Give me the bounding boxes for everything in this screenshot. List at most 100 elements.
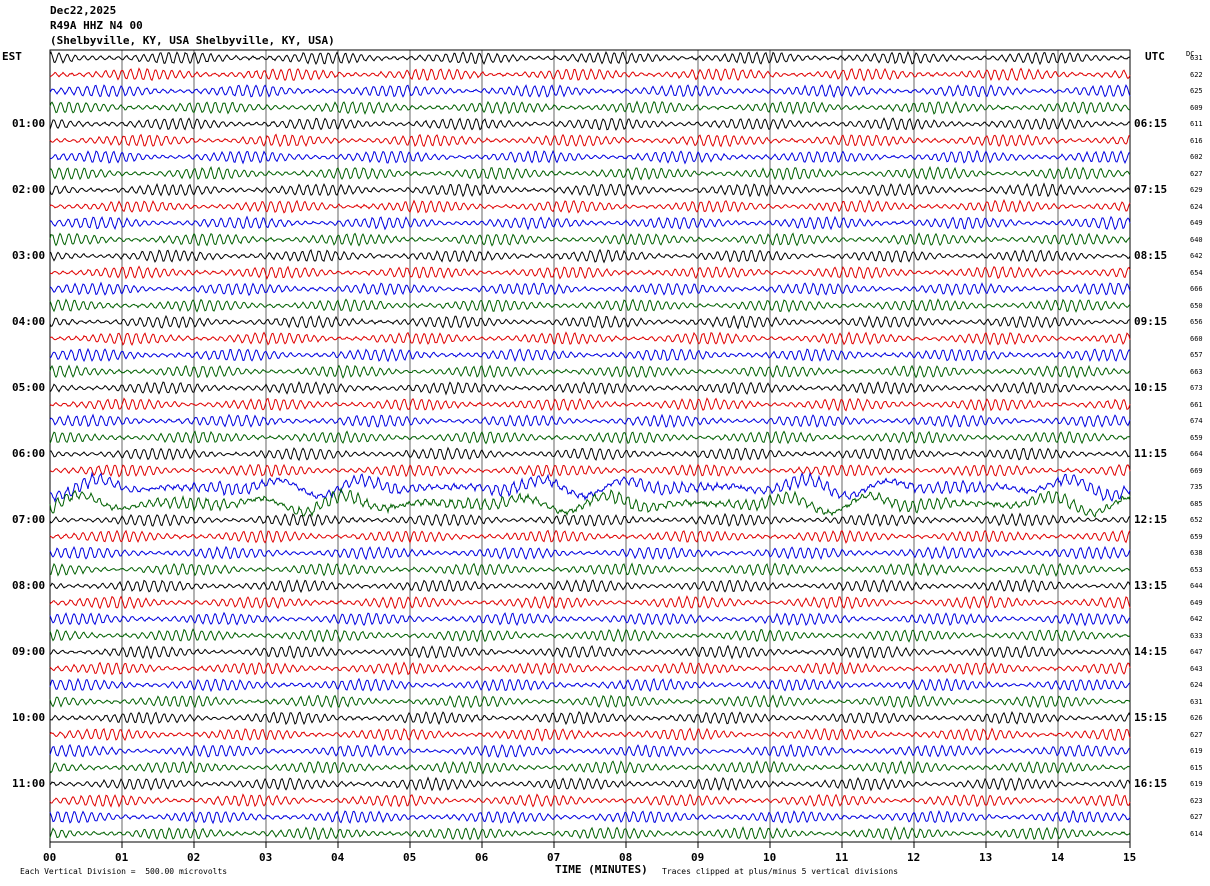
trace-row-46	[49, 793, 1131, 808]
right-hour-label: 14:15	[1134, 645, 1168, 658]
dc-offset-label: 609	[1190, 103, 1203, 112]
time-gridlines	[121, 50, 1059, 842]
dc-offset-label: 631	[1190, 697, 1203, 706]
trace-row-8	[49, 165, 1131, 181]
dc-offset-label: 685	[1190, 499, 1203, 508]
dc-offset-label: 627	[1190, 730, 1203, 739]
left-timezone-label: EST	[2, 50, 22, 63]
dc-offset-label: 616	[1190, 136, 1203, 145]
dc-offset-label: 642	[1190, 252, 1203, 260]
trace-row-19	[49, 347, 1131, 363]
right-hour-label: 12:15	[1134, 513, 1168, 526]
left-hour-label: 06:00	[12, 447, 46, 460]
x-tick-label: 03	[259, 851, 273, 864]
dc-offset-label: 666	[1190, 285, 1203, 293]
trace-row-18	[49, 331, 1131, 346]
left-hour-label: 03:00	[12, 249, 46, 262]
dc-offset-label: 629	[1190, 186, 1203, 194]
trace-row-32	[49, 562, 1131, 578]
trace-row-45	[49, 776, 1131, 792]
trace-row-4	[49, 100, 1131, 115]
x-tick-label: 06	[475, 851, 489, 864]
dc-offset-label: 654	[1190, 268, 1203, 277]
trace-row-38	[49, 661, 1131, 676]
dc-offset-label: 642	[1190, 615, 1203, 623]
x-axis-ticks	[49, 842, 1131, 848]
plot-frame	[49, 49, 1131, 843]
trace-row-22	[49, 397, 1131, 412]
trace-row-44	[49, 760, 1131, 775]
trace-row-2	[49, 67, 1131, 82]
dc-offset-label: 664	[1190, 450, 1203, 458]
trace-row-34	[49, 595, 1131, 610]
dc-offset-label: 647	[1190, 648, 1203, 656]
left-hour-label: 05:00	[12, 381, 46, 394]
trace-row-24	[49, 430, 1131, 445]
dc-offset-label: 615	[1190, 763, 1203, 772]
dc-offset-label: 619	[1190, 780, 1203, 788]
dc-offset-label: 659	[1190, 433, 1203, 442]
trace-row-29	[49, 512, 1131, 527]
trace-row-39	[49, 677, 1131, 693]
dc-offset-label: 657	[1190, 351, 1203, 359]
left-hour-label: 10:00	[12, 711, 46, 724]
trace-row-28	[49, 487, 1131, 518]
trace-row-25	[49, 446, 1131, 462]
dc-offset-label: 652	[1190, 516, 1203, 524]
dc-offset-label: 624	[1190, 681, 1203, 689]
dc-offset-label: 625	[1190, 87, 1203, 95]
dc-offset-label: 602	[1190, 153, 1203, 161]
right-hour-label: 13:15	[1134, 579, 1168, 592]
dc-offset-label: 660	[1190, 334, 1203, 343]
dc-offset-label: 623	[1190, 796, 1203, 805]
dc-offset-label: 644	[1190, 582, 1203, 590]
right-hour-label: 08:15	[1134, 249, 1168, 262]
right-hour-label: 11:15	[1134, 447, 1168, 460]
trace-row-9	[49, 182, 1131, 198]
dc-offset-label: 611	[1190, 120, 1203, 128]
right-hour-label: 07:15	[1134, 183, 1168, 196]
dc-offset-label: 659	[1190, 532, 1203, 541]
trace-row-7	[49, 149, 1131, 165]
left-hour-label: 04:00	[12, 315, 46, 328]
trace-row-27	[49, 471, 1131, 503]
dc-offset-label: 663	[1190, 367, 1203, 376]
x-tick-label: 02	[187, 851, 201, 864]
header-location: (Shelbyville, KY, USA Shelbyville, KY, U…	[50, 34, 335, 47]
x-tick-label: 12	[907, 851, 921, 864]
x-tick-label: 04	[331, 851, 345, 864]
x-tick-label: 08	[619, 851, 633, 864]
trace-row-1	[49, 50, 1131, 66]
scale-note: Each Vertical Division = 500.00 microvol…	[20, 867, 228, 876]
trace-row-35	[49, 611, 1131, 627]
dc-offset-label: 633	[1190, 631, 1203, 640]
trace-row-11	[49, 215, 1131, 231]
right-hour-label: 15:15	[1134, 711, 1168, 724]
header-station: R49A HHZ N4 00	[50, 19, 143, 32]
trace-row-30	[49, 529, 1131, 544]
trace-row-31	[49, 545, 1131, 561]
right-timezone-label: UTC	[1145, 50, 1165, 63]
x-tick-label: 00	[43, 851, 57, 864]
dc-offset-label: 674	[1190, 417, 1203, 425]
x-tick-label: 10	[763, 851, 777, 864]
x-tick-label: 14	[1051, 851, 1065, 864]
x-tick-label: 01	[115, 851, 129, 864]
trace-row-43	[49, 743, 1131, 759]
left-hour-label: 02:00	[12, 183, 46, 196]
trace-row-6	[49, 133, 1131, 148]
trace-row-20	[49, 364, 1131, 379]
trace-row-42	[49, 727, 1131, 742]
x-tick-label: 15	[1123, 851, 1137, 864]
trace-row-5	[49, 117, 1131, 131]
trace-row-37	[49, 644, 1131, 660]
dc-offset-label: 622	[1190, 70, 1203, 79]
trace-row-48	[49, 826, 1131, 841]
trace-row-33	[49, 578, 1131, 594]
dc-offset-label: 669	[1190, 466, 1203, 475]
dc-offset-label: 643	[1190, 664, 1203, 673]
trace-row-3	[49, 84, 1131, 99]
x-tick-label: 09	[691, 851, 705, 864]
left-hour-label: 09:00	[12, 645, 46, 658]
